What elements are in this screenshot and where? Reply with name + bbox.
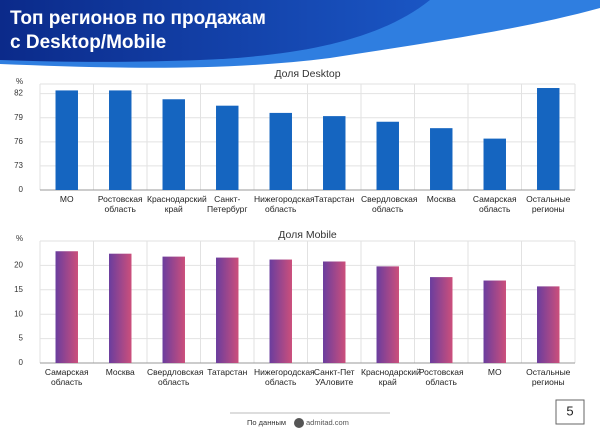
bar — [430, 277, 453, 363]
x-tick-label: Москва — [105, 367, 135, 377]
y-tick-label: 73 — [14, 161, 23, 170]
x-tick-label: МО — [487, 367, 502, 377]
bar — [323, 116, 346, 190]
x-tick-label: Свердловская область — [147, 367, 204, 387]
x-tick-label: МО — [59, 194, 74, 204]
bar — [430, 128, 453, 190]
y-tick-label: 0 — [19, 185, 24, 194]
bar — [483, 280, 506, 363]
x-tick-label: Самарская область — [44, 367, 89, 387]
bar — [55, 251, 78, 363]
bar — [376, 121, 399, 190]
page-number: 5 — [566, 403, 573, 418]
bar — [483, 138, 506, 190]
bar — [109, 90, 132, 190]
bar — [216, 105, 239, 190]
x-tick-label: Москва — [426, 194, 456, 204]
x-tick-label: Санкт- Петербург — [207, 194, 248, 214]
page-box — [555, 399, 585, 425]
x-tick-label: Самарская область — [472, 194, 517, 214]
y-tick-label: 10 — [14, 309, 23, 318]
x-tick-label: Ростовская область — [97, 194, 143, 214]
y-axis-label: % — [16, 77, 23, 86]
bar — [269, 112, 292, 190]
x-tick-label: Свердловская область — [361, 194, 418, 214]
header-band — [0, 0, 430, 62]
y-tick-label: 82 — [14, 89, 23, 98]
bar — [55, 90, 78, 190]
bar — [269, 259, 292, 363]
footer-source: По данным — [247, 418, 286, 427]
y-tick-label: 0 — [19, 358, 24, 367]
bar — [323, 261, 346, 363]
x-tick-label: Остальные регионы — [526, 367, 571, 387]
bar — [537, 286, 560, 363]
y-tick-label: 20 — [14, 261, 23, 270]
x-tick-label: Краснодарский край — [361, 367, 421, 387]
bar — [216, 257, 239, 363]
y-tick-label: 79 — [14, 113, 23, 122]
bar — [162, 256, 185, 363]
x-tick-label: Татарстан — [207, 367, 248, 377]
bar — [376, 266, 399, 363]
footer-brand: admitad.com — [306, 418, 349, 427]
x-tick-label: Нижегородская область — [254, 367, 315, 387]
y-tick-label: 15 — [14, 285, 23, 294]
x-tick-label: Татарстан — [314, 194, 355, 204]
y-axis-label: % — [16, 234, 23, 243]
x-tick-label: Нижегородская область — [254, 194, 315, 214]
y-tick-label: 5 — [19, 334, 24, 343]
chart-title: Доля Mobile — [278, 229, 337, 241]
bar — [162, 99, 185, 190]
header-title: Топ регионов по продажам с Desktop/Mobile — [10, 8, 266, 53]
brand-logo — [294, 418, 304, 428]
y-tick-label: 76 — [14, 137, 23, 146]
chart-title: Доля Desktop — [274, 68, 340, 80]
bar — [537, 88, 560, 190]
x-tick-label: Остальные регионы — [526, 194, 571, 214]
x-tick-label: Ростовская область — [418, 367, 464, 387]
bar — [109, 253, 132, 363]
x-tick-label: Краснодарский край — [147, 194, 207, 214]
x-tick-label: Санкт-Пет УАловите — [313, 367, 355, 387]
